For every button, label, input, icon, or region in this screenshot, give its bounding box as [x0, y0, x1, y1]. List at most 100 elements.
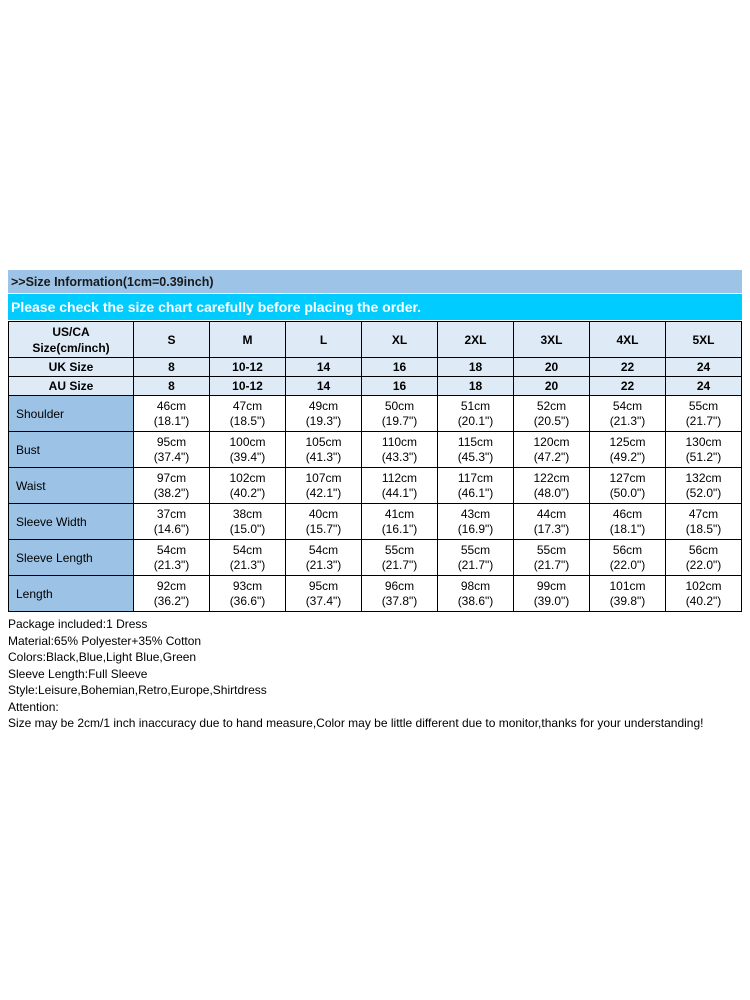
measurement-cell: 95cm (37.4"): [285, 575, 362, 612]
measurement-cell: 50cm (19.7"): [361, 395, 438, 432]
measurement-cm-value: 47cm: [232, 398, 263, 413]
measurement-label: Length: [8, 575, 134, 612]
measurement-inch-value: (18.1"): [609, 521, 646, 536]
measurement-inch-value: (16.9"): [457, 521, 494, 536]
size-column-header: 2XL: [437, 321, 514, 358]
size-information-section: >>Size Information(1cm=0.39inch) Please …: [8, 270, 742, 732]
measurement-cell: 105cm (41.3"): [285, 431, 362, 468]
measurement-cell: 41cm (16.1"): [361, 503, 438, 540]
measurement-cm-value: 54cm: [232, 542, 263, 557]
size-column-header: 4XL: [589, 321, 666, 358]
measurement-cm-value: 132cm: [685, 470, 722, 485]
measurement-inch-value: (15.0"): [229, 521, 266, 536]
measurement-inch-value: (39.8"): [609, 593, 646, 608]
measurement-inch-value: (17.3"): [533, 521, 570, 536]
measurement-cell: 56cm (22.0"): [665, 539, 742, 576]
measurement-inch-value: (41.3"): [305, 449, 342, 464]
measurement-cell: 56cm (22.0"): [589, 539, 666, 576]
measurement-cell: 96cm (37.8"): [361, 575, 438, 612]
measurement-inch-value: (43.3"): [381, 449, 418, 464]
measurement-row: Waist 97cm (38.2") 102cm (40.2") 107cm (42.1")…: [8, 467, 742, 504]
measurement-inch-value: (50.0"): [609, 485, 646, 500]
measurement-cell: 122cm (48.0"): [513, 467, 590, 504]
measurement-label: Sleeve Length: [8, 539, 134, 576]
size-column-header: L: [285, 321, 362, 358]
measurement-inch-value: (47.2"): [533, 449, 570, 464]
measurement-cell: 52cm (20.5"): [513, 395, 590, 432]
measurement-cm-value: 54cm: [308, 542, 339, 557]
measurement-row: Length 92cm (36.2") 93cm (36.6") 95cm (37.4") 9…: [8, 575, 742, 612]
measurement-cell: 97cm (38.2"): [133, 467, 210, 504]
measurement-inch-value: (42.1"): [305, 485, 342, 500]
measurement-cm-value: 99cm: [536, 578, 567, 593]
measurement-cm-value: 102cm: [685, 578, 722, 593]
au-size-row: AU Size 8 10-12 14 16 18 20 22 24: [8, 376, 742, 396]
au-size-row-value: 20: [513, 376, 590, 396]
measurement-cm-value: 112cm: [381, 470, 418, 485]
detail-line: Attention:: [8, 699, 59, 714]
au-size-row-value: 10-12: [209, 376, 286, 396]
measurement-cell: 102cm (40.2"): [665, 575, 742, 612]
measurement-cell: 55cm (21.7"): [513, 539, 590, 576]
measurement-cell: 49cm (19.3"): [285, 395, 362, 432]
measurement-cell: 92cm (36.2"): [133, 575, 210, 612]
measurement-inch-value: (36.6"): [229, 593, 266, 608]
measurement-cm-value: 130cm: [685, 434, 722, 449]
measurement-cell: 130cm (51.2"): [665, 431, 742, 468]
measurement-cell: 98cm (38.6"): [437, 575, 514, 612]
measurement-cm-value: 98cm: [460, 578, 491, 593]
measurement-cm-value: 122cm: [533, 470, 570, 485]
measurement-cm-value: 125cm: [609, 434, 646, 449]
measurement-cm-value: 46cm: [156, 398, 187, 413]
detail-line: Colors:Black,Blue,Light Blue,Green: [8, 650, 197, 664]
measurement-cm-value: 50cm: [384, 398, 415, 413]
measurement-cell: 37cm (14.6"): [133, 503, 210, 540]
measurement-inch-value: (37.4"): [305, 593, 342, 608]
measurement-cm-value: 43cm: [460, 506, 491, 521]
measurement-inch-value: (46.1"): [457, 485, 494, 500]
au-size-row-value: 8: [133, 376, 210, 396]
measurement-inch-value: (38.2"): [153, 485, 190, 500]
measurement-inch-value: (40.2"): [685, 593, 722, 608]
measurement-cell: 127cm (50.0"): [589, 467, 666, 504]
measurement-inch-value: (19.3"): [305, 413, 342, 428]
measurement-inch-value: (20.1"): [457, 413, 494, 428]
detail-line: Size may be 2cm/1 inch inaccuracy due to…: [8, 716, 704, 730]
measurement-cm-value: 49cm: [308, 398, 339, 413]
measurement-cm-value: 55cm: [460, 542, 491, 557]
measurement-cell: 55cm (21.7"): [361, 539, 438, 576]
measurement-cm-value: 100cm: [229, 434, 266, 449]
measurement-cm-value: 38cm: [232, 506, 263, 521]
measurement-cm-value: 55cm: [688, 398, 719, 413]
au-size-row-label: AU Size: [8, 376, 134, 396]
measurement-cm-value: 92cm: [156, 578, 187, 593]
measurement-inch-value: (44.1"): [381, 485, 418, 500]
measurement-inch-value: (21.7"): [457, 557, 494, 572]
measurement-cell: 47cm (18.5"): [209, 395, 286, 432]
measurement-cell: 93cm (36.6"): [209, 575, 286, 612]
detail-line: Package included:1 Dress: [8, 617, 148, 631]
measurement-cell: 46cm (18.1"): [133, 395, 210, 432]
measurement-cell: 132cm (52.0"): [665, 467, 742, 504]
order-notice-bar: Please check the size chart carefully be…: [8, 294, 742, 320]
size-column-header: M: [209, 321, 286, 358]
measurement-cell: 46cm (18.1"): [589, 503, 666, 540]
measurement-inch-value: (22.0"): [609, 557, 646, 572]
uk-size-row-value: 20: [513, 357, 590, 377]
au-size-row-value: 14: [285, 376, 362, 396]
measurement-inch-value: (15.7"): [305, 521, 342, 536]
measurement-cm-value: 47cm: [688, 506, 719, 521]
measurement-inch-value: (21.3"): [153, 557, 190, 572]
measurement-cm-value: 93cm: [232, 578, 263, 593]
au-size-row-value: 22: [589, 376, 666, 396]
measurement-cell: 54cm (21.3"): [285, 539, 362, 576]
order-notice-text: Please check the size chart carefully be…: [11, 299, 422, 315]
measurement-inch-value: (18.5"): [685, 521, 722, 536]
measurement-inch-value: (40.2"): [229, 485, 266, 500]
measurement-cm-value: 46cm: [612, 506, 643, 521]
measurement-cell: 54cm (21.3"): [209, 539, 286, 576]
table-corner-header: US/CA Size(cm/inch): [8, 321, 134, 358]
measurement-cell: 55cm (21.7"): [437, 539, 514, 576]
measurement-cell: 115cm (45.3"): [437, 431, 514, 468]
